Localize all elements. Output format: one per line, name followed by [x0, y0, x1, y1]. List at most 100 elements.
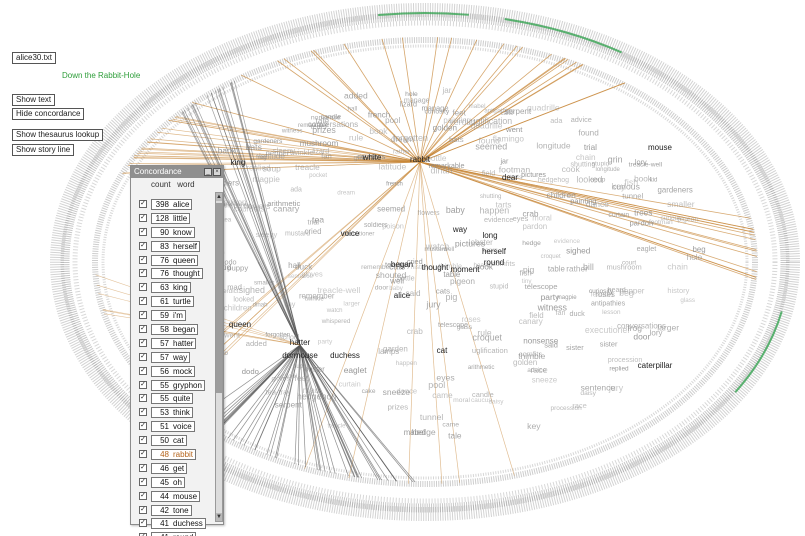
concordance-row[interactable]: ✓ 41 duchess	[139, 517, 213, 531]
concordance-word-chip[interactable]: 51 voice	[151, 421, 195, 433]
concordance-word-chip[interactable]: 398 alice	[151, 199, 193, 210]
checkbox-icon[interactable]: ✓	[139, 380, 147, 389]
concordance-word-chip[interactable]: 42 tone	[151, 504, 192, 516]
hub-word[interactable]: round	[484, 258, 504, 267]
concordance-word-chip[interactable]: 50 cat	[151, 435, 187, 447]
checkbox-icon[interactable]: ✓	[139, 491, 147, 500]
concordance-row[interactable]: ✓ 55 gryphon	[139, 379, 213, 393]
concordance-row[interactable]: ✓ 55 quite	[139, 392, 213, 406]
scroll-down-icon[interactable]: ▼	[216, 513, 222, 521]
concordance-row[interactable]: ✓ 58 began	[139, 323, 213, 337]
concordance-row[interactable]: ✓ 63 king	[139, 281, 213, 295]
hub-word[interactable]: voice	[341, 229, 360, 238]
concordance-row[interactable]: ✓ 76 queen	[139, 254, 213, 268]
concordance-scrollbar[interactable]: ▲ ▼	[215, 192, 223, 522]
hub-word[interactable]: white	[362, 153, 382, 162]
close-icon[interactable]: ×	[213, 168, 221, 176]
concordance-row[interactable]: ✓ 51 voice	[139, 420, 213, 434]
show-thesaurus-button[interactable]: Show thesaurus lookup	[12, 129, 104, 141]
checkbox-icon[interactable]: ✓	[139, 477, 147, 486]
checkbox-icon[interactable]: ✓	[139, 297, 147, 306]
concordance-word-chip[interactable]: 55 quite	[151, 393, 194, 405]
scroll-up-icon[interactable]: ▲	[216, 193, 222, 201]
concordance-word-chip[interactable]: 63 king	[151, 282, 191, 294]
checkbox-icon[interactable]: ✓	[139, 338, 147, 347]
checkbox-icon[interactable]: ✓	[139, 283, 147, 292]
concordance-row[interactable]: ✓ 53 think	[139, 406, 213, 420]
checkbox-icon[interactable]: ✓	[139, 269, 147, 278]
concordance-word-chip[interactable]: 128 little	[151, 212, 191, 224]
concordance-row[interactable]: ✓ 50 cat	[139, 434, 213, 448]
concordance-row[interactable]: ✓ 398 alice	[139, 198, 213, 212]
hub-word[interactable]: mouse	[648, 143, 673, 152]
minimize-icon[interactable]: _	[204, 168, 212, 176]
hub-word[interactable]: caterpillar	[638, 361, 673, 370]
concordance-word-chip[interactable]: 41 duchess	[151, 518, 206, 530]
show-text-button[interactable]: Show text	[12, 94, 56, 106]
concordance-word-chip[interactable]: 57 way	[151, 351, 191, 363]
concordance-row[interactable]: ✓ 56 mock	[139, 365, 213, 379]
concordance-row[interactable]: ✓ 90 know	[139, 226, 213, 240]
concordance-word-chip[interactable]: 83 herself	[151, 240, 201, 252]
concordance-word-chip[interactable]: 76 queen	[151, 254, 199, 266]
concordance-row[interactable]: ✓ 57 hatter	[139, 337, 213, 351]
concordance-word-chip[interactable]: 61 turtle	[151, 296, 194, 308]
show-story-line-button[interactable]: Show story line	[12, 144, 75, 156]
hub-words[interactable]: rabbit white king queen hatter dormouse duches…	[229, 143, 673, 370]
checkbox-icon[interactable]: ✓	[139, 394, 147, 403]
checkbox-icon[interactable]: ✓	[139, 519, 147, 528]
concordance-row[interactable]: ✓ 76 thought	[139, 267, 213, 281]
concordance-word-chip[interactable]: 44 mouse	[151, 490, 201, 502]
checkbox-icon[interactable]: ✓	[139, 255, 147, 264]
concordance-row[interactable]: ✓ 57 way	[139, 351, 213, 365]
concordance-word-chip[interactable]: 59 i'm	[151, 310, 186, 322]
hub-word[interactable]: way	[452, 225, 467, 234]
hub-word[interactable]: dormouse	[282, 351, 318, 360]
checkbox-icon[interactable]: ✓	[139, 325, 147, 334]
hub-word[interactable]: king	[231, 158, 246, 167]
checkbox-icon[interactable]: ✓	[139, 200, 147, 208]
checkbox-icon[interactable]: ✓	[139, 366, 147, 375]
checkbox-icon[interactable]: ✓	[139, 241, 147, 250]
checkbox-icon[interactable]: ✓	[139, 408, 147, 417]
checkbox-icon[interactable]: ✓	[139, 311, 147, 320]
hub-word[interactable]: herself	[482, 247, 507, 256]
concordance-word-chip[interactable]: 58 began	[151, 324, 199, 336]
concordance-word-chip[interactable]: 41 round	[151, 532, 197, 536]
concordance-word-chip[interactable]: 46 get	[151, 462, 188, 474]
concordance-word-chip[interactable]: 57 hatter	[151, 337, 197, 349]
scroll-thumb[interactable]	[216, 203, 222, 393]
hub-word[interactable]: moment	[451, 265, 481, 274]
concordance-window[interactable]: Concordance _ × count word ✓ 398 alice ✓ 128…	[130, 165, 224, 536]
hub-word[interactable]: duchess	[330, 351, 360, 360]
hub-word[interactable]: began	[391, 260, 413, 269]
concordance-word-chip[interactable]: 76 thought	[151, 268, 203, 280]
concordance-row[interactable]: ✓ 83 herself	[139, 240, 213, 254]
concordance-row[interactable]: ✓ 46 get	[139, 462, 213, 476]
hub-word[interactable]: thought	[422, 263, 449, 272]
hub-word[interactable]: hatter	[290, 338, 311, 347]
checkbox-icon[interactable]: ✓	[139, 533, 147, 536]
hub-word[interactable]: alice	[394, 291, 411, 300]
concordance-row[interactable]: ✓ 48 rabbit	[139, 448, 213, 462]
file-label[interactable]: alice30.txt	[12, 52, 57, 64]
hub-word[interactable]: cat	[437, 346, 448, 355]
concordance-word-chip[interactable]: 45 oh	[151, 476, 185, 488]
hub-word[interactable]: long	[482, 231, 497, 240]
concordance-row[interactable]: ✓ 42 tone	[139, 504, 213, 518]
checkbox-icon[interactable]: ✓	[139, 505, 147, 514]
concordance-row[interactable]: ✓ 44 mouse	[139, 490, 213, 504]
hub-word[interactable]: queen	[229, 320, 251, 329]
checkbox-icon[interactable]: ✓	[139, 213, 147, 222]
concordance-word-chip[interactable]: 90 know	[151, 226, 195, 238]
checkbox-icon[interactable]: ✓	[139, 436, 147, 445]
checkbox-icon[interactable]: ✓	[139, 450, 147, 459]
concordance-word-chip[interactable]: 48 rabbit	[151, 449, 197, 461]
concordance-word-chip[interactable]: 53 think	[151, 407, 193, 419]
concordance-word-chip[interactable]: 56 mock	[151, 365, 196, 377]
checkbox-icon[interactable]: ✓	[139, 422, 147, 431]
checkbox-icon[interactable]: ✓	[139, 463, 147, 472]
hub-word[interactable]: dear	[502, 173, 518, 182]
checkbox-icon[interactable]: ✓	[139, 352, 147, 361]
